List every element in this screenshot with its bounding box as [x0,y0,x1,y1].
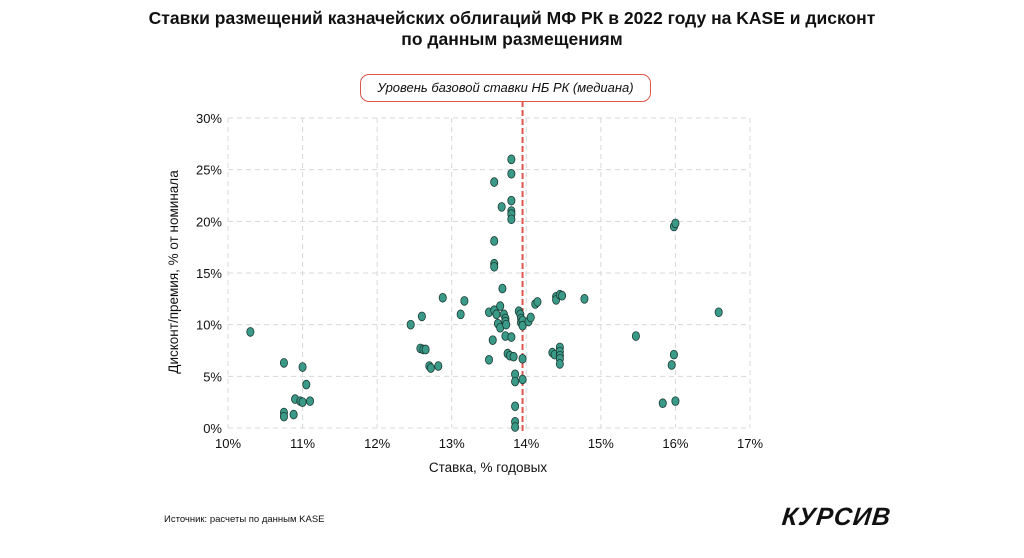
x-tick-label: 13% [439,436,465,451]
y-tick-label: 0% [203,421,222,436]
data-point [460,296,469,306]
data-point [511,376,520,387]
data-point [507,169,516,179]
data-point [511,422,520,432]
x-tick-label: 16% [662,436,688,451]
data-point [526,312,535,323]
reference-line-annotation: Уровень базовой ставки НБ РК (медиана) [360,74,651,102]
data-point [279,411,288,422]
brand-logo: КУРСИВ [780,503,893,531]
data-point [580,294,589,304]
data-point [289,409,298,420]
data-point [302,379,311,390]
data-point [298,397,307,407]
data-point [631,331,640,341]
data-point [496,301,505,311]
data-point [490,261,499,272]
data-point [714,307,723,318]
data-point [306,396,315,406]
y-tick-label: 30% [196,111,222,126]
grid [227,117,751,429]
data-point [509,351,518,362]
y-tick-label: 25% [196,163,222,178]
data-point [421,344,430,355]
data-point [279,358,288,368]
data-point [498,283,507,294]
data-point [507,214,516,225]
data-point [555,359,564,369]
data-point [417,311,426,322]
y-tick-label: 20% [196,214,222,229]
data-point [667,360,676,370]
x-tick-label: 11% [290,436,315,451]
data-point [492,309,501,320]
x-tick-label: 12% [364,436,390,451]
x-tick-label: 15% [588,436,614,451]
data-point [671,218,680,229]
data-point [671,396,680,406]
data-point [507,154,516,165]
chart-title-line-1: Ставки размещений казначейских облигаций… [148,8,876,28]
data-point [502,319,511,330]
data-point [518,353,527,364]
x-tick-label: 17% [737,436,763,451]
data-point [507,195,516,206]
chart-title: Ставки размещений казначейских облигаций… [0,8,1024,50]
data-point [438,292,447,303]
data-point [533,297,542,307]
data-point [658,398,667,409]
x-tick-label: 10% [215,436,241,451]
data-point [518,320,527,331]
data-point [518,374,527,385]
y-tick-label: 5% [203,369,222,384]
data-points [246,154,723,432]
data-point [488,335,497,345]
source-note: Источник: расчеты по данным KASE [164,514,325,525]
x-tick-label: 14% [513,436,539,451]
tick-labels: 10% 11% 12% 13% 14% 15% 16% 17% 0% 5% 10% 15% 20% 25%… [196,111,763,451]
y-axis-label: Дисконт/премия, % от номинала [166,170,181,374]
data-point [507,332,516,342]
data-point [298,362,307,372]
data-point [426,363,435,373]
data-point [558,290,567,301]
data-point [246,327,255,337]
data-point [456,309,465,320]
data-point [434,361,443,371]
data-point [484,354,493,365]
data-point [406,319,415,330]
data-point [490,177,499,187]
x-axis-label: Ставка, % годовых [429,460,548,475]
y-tick-label: 15% [196,266,222,281]
chart-title-line-2: по данным размещениям [401,29,623,49]
data-point [497,202,506,212]
data-point [669,349,678,360]
data-point [490,236,499,246]
data-point [511,401,520,412]
y-tick-label: 10% [196,318,222,333]
